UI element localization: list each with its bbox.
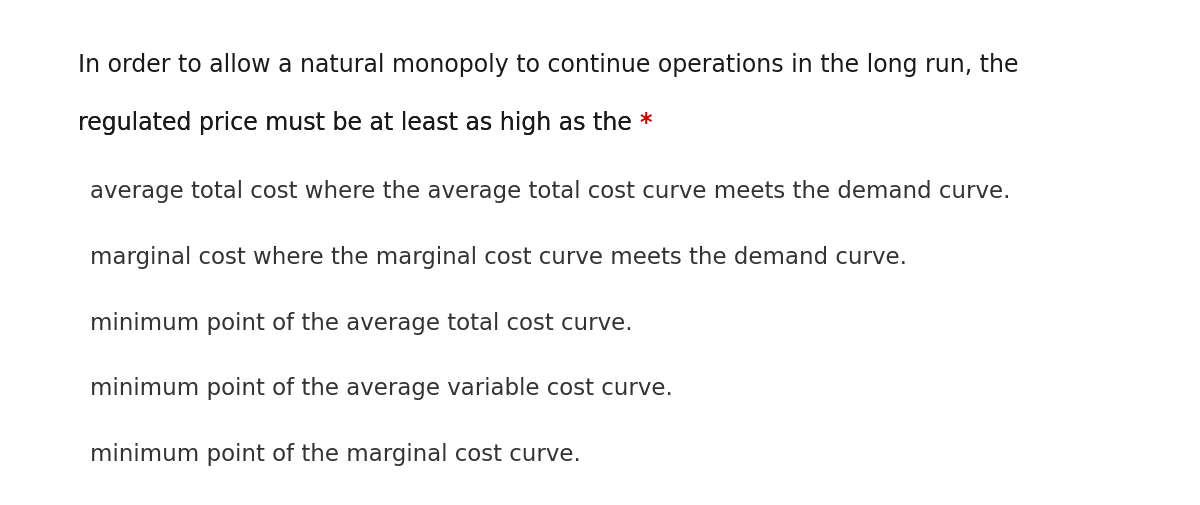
Text: regulated price must be at least as high as the: regulated price must be at least as high… <box>78 111 640 135</box>
Text: regulated price must be at least as high as the: regulated price must be at least as high… <box>78 111 640 135</box>
Text: minimum point of the average total cost curve.: minimum point of the average total cost … <box>90 312 632 335</box>
Text: *: * <box>640 111 652 135</box>
Text: In order to allow a natural monopoly to continue operations in the long run, the: In order to allow a natural monopoly to … <box>78 53 1019 77</box>
Text: marginal cost where the marginal cost curve meets the demand curve.: marginal cost where the marginal cost cu… <box>90 246 907 269</box>
Text: minimum point of the average variable cost curve.: minimum point of the average variable co… <box>90 377 673 400</box>
Text: minimum point of the marginal cost curve.: minimum point of the marginal cost curve… <box>90 443 581 466</box>
Text: average total cost where the average total cost curve meets the demand curve.: average total cost where the average tot… <box>90 180 1010 204</box>
